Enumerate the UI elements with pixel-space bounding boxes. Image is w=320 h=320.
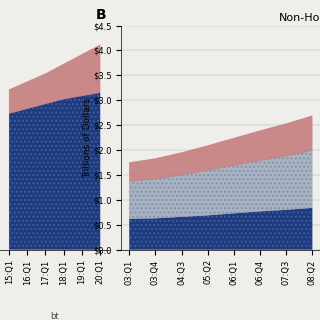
Text: Non-Ho: Non-Ho: [279, 13, 320, 23]
Text: bt: bt: [50, 312, 59, 320]
Y-axis label: Trillions of Dollars: Trillions of Dollars: [83, 98, 92, 178]
Text: B: B: [96, 8, 106, 22]
